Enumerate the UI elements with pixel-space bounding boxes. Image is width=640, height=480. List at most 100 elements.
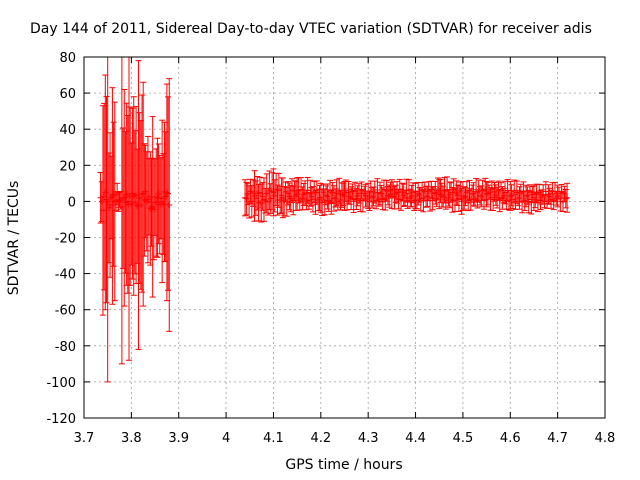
data-point [283,187,290,217]
data-point [263,173,270,214]
x-tick-label: 4.4 [405,431,426,446]
data-point [270,168,277,217]
x-tick-label: 4.6 [500,431,521,446]
data-point [243,181,250,216]
data-point [124,115,131,294]
data-point [129,107,136,280]
data-point [247,178,254,204]
data-point [338,182,345,208]
data-point [511,179,518,203]
data-point [244,182,251,206]
x-tick-label: 3.7 [74,431,95,446]
data-point [156,155,163,255]
data-point [142,144,149,239]
y-tick-label: -120 [46,412,76,427]
data-point [452,188,459,212]
y-tick-label: -20 [55,232,76,247]
y-tick-label: 20 [59,159,76,174]
x-tick-label: 4.7 [547,431,568,446]
data-point [419,181,426,199]
data-point [278,177,285,214]
data-point [558,184,565,199]
y-axis-title: SDTVAR / TECUs [6,181,22,296]
data-point [375,191,382,207]
data-point [457,181,464,201]
data-point [434,177,441,201]
data-point [369,187,376,209]
data-point [440,185,447,208]
data-point [411,190,418,212]
data-point [321,188,328,216]
data-point [354,185,361,207]
data-point [455,185,462,212]
data-point [382,189,389,211]
data-point [298,177,305,203]
data-point [488,180,495,198]
data-point [458,187,465,215]
data-point [454,184,461,206]
data-point [508,184,515,207]
data-point [554,184,561,208]
data-point [400,183,407,207]
data-point [358,181,365,200]
x-tick-label: 4.3 [358,431,379,446]
y-tick-label: 60 [59,87,76,102]
y-tick-label: -100 [46,376,76,391]
data-point [516,186,523,210]
y-tick-label: 0 [68,195,76,210]
data-point [355,183,362,204]
y-tick-label: -40 [55,268,76,283]
data-point [483,181,490,208]
data-point [484,181,491,206]
data-point [315,188,322,212]
data-point [123,102,130,286]
y-tick-label: -80 [55,340,76,355]
data-point [366,191,373,211]
data-point [492,184,499,206]
x-axis-title: GPS time / hours [285,457,402,473]
data-point [165,96,172,291]
data-point [139,94,146,293]
data-point [133,106,140,285]
data-point [166,78,173,332]
axis-ticks: 3.7 3.8 3.9 4 4.1 4.2 4.3 4.4 4.5 4.6 4.7 4.8 -120 -1… [46,51,615,446]
chart-title: Day 144 of 2011, Sidereal Day-to-day VTE… [30,21,592,37]
data-point [242,179,249,217]
data-point [450,178,457,202]
data-point [407,188,414,208]
data-point [478,185,485,208]
data-point [552,181,559,202]
data-point [286,182,293,211]
y-tick-label: 80 [59,51,76,66]
x-tick-label: 4.5 [453,431,474,446]
data-point [521,190,528,212]
data-point [404,192,411,209]
data-point [433,189,440,208]
x-tick-label: 4.1 [263,431,284,446]
data-point [260,177,267,222]
data-point [448,182,455,203]
data-point [324,183,331,210]
data-point [308,186,315,207]
data-point [525,189,532,214]
data-point [337,189,344,211]
data-point [383,179,390,202]
data-point [328,189,335,215]
data-point [287,184,294,213]
data-point [307,179,314,207]
data-point [152,158,159,236]
x-tick-label: 4.2 [310,431,331,446]
data-point [304,177,311,204]
data-point [555,186,562,200]
data-point [277,185,284,215]
data-point [302,180,309,207]
data-point [275,172,282,208]
data-point [258,183,265,223]
data-point [248,185,255,218]
data-point [137,120,144,290]
data-point [534,193,541,213]
data-series [97,56,571,383]
x-tick-label: 4.8 [595,431,616,446]
x-tick-label: 4 [222,431,230,446]
